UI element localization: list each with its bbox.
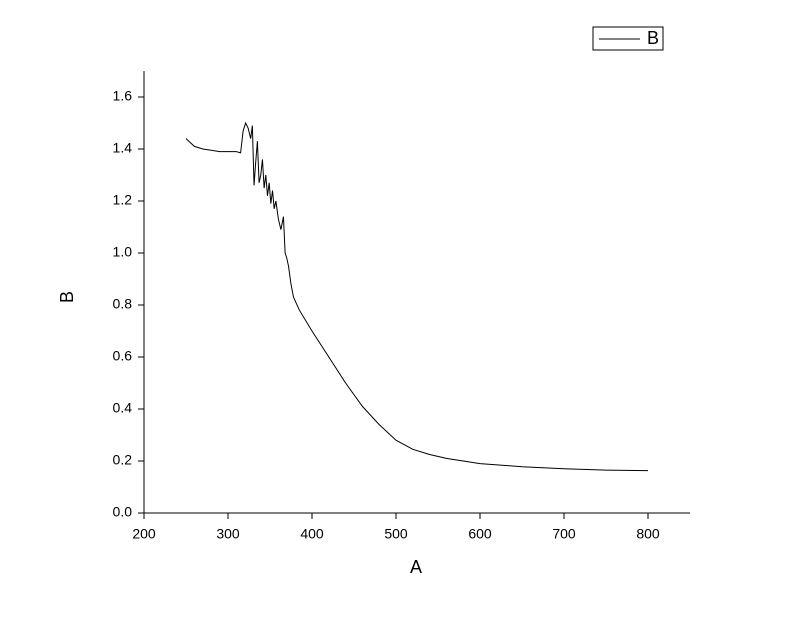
x-tick-label: 300	[216, 526, 240, 542]
x-tick-label: 600	[468, 526, 492, 542]
x-tick-label: 400	[300, 526, 324, 542]
y-tick-label: 0.0	[113, 504, 133, 520]
y-tick-label: 0.2	[113, 452, 133, 468]
legend-label: B	[647, 28, 659, 48]
x-tick-label: 700	[552, 526, 576, 542]
y-tick-label: 1.6	[113, 88, 133, 104]
y-axis-title: B	[57, 291, 77, 303]
y-tick-label: 1.0	[113, 244, 133, 260]
data-line	[185, 121, 649, 472]
y-tick-label: 1.4	[113, 140, 133, 156]
y-tick-label: 0.4	[113, 400, 133, 416]
y-tick-label: 0.8	[113, 296, 133, 312]
x-axis-title: A	[410, 557, 422, 577]
x-tick-label: 800	[636, 526, 660, 542]
x-tick-label: 500	[384, 526, 408, 542]
x-tick-label: 200	[132, 526, 156, 542]
y-tick-label: 1.2	[113, 192, 133, 208]
y-tick-label: 0.6	[113, 348, 133, 364]
